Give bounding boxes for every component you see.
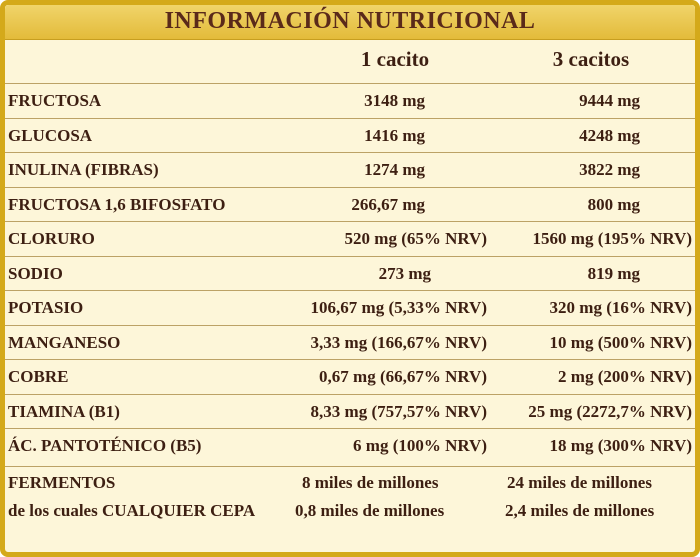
table-row: FRUCTOSA 3148 mg 9444 mg — [5, 83, 695, 118]
fermentos-label: FERMENTOS — [8, 473, 116, 492]
table-row: GLUCOSA 1416 mg 4248 mg — [5, 117, 695, 153]
fermentos-value-1-cacito: 8 miles de millones — [302, 473, 439, 492]
value-1-cacito: 6 mg (100% NRV) — [353, 436, 487, 455]
nutrient-label: GLUCOSA — [8, 125, 93, 145]
nutrient-label: MANGANESO — [8, 332, 121, 352]
value-1-cacito: 8,33 mg (757,57% NRV) — [310, 401, 487, 421]
value-3-cacitos: 3822 mg — [579, 160, 640, 179]
fermentos-value-3-cacitos: 24 miles de millones — [507, 473, 652, 492]
column-header-2: 3 cacitos — [552, 47, 630, 71]
table-row: SODIO 273 mg 819 mg — [5, 255, 695, 291]
fermentos-sub-value-1-cacito: 0,8 miles de millones — [295, 501, 445, 520]
value-3-cacitos: 9444 mg — [579, 91, 640, 110]
nutrient-label: FRUCTOSA 1,6 BIFOSFATO — [8, 194, 226, 214]
table-row: CLORURO 520 mg (65% NRV) 1560 mg (195% N… — [5, 221, 695, 256]
nutrient-label: ÁC. PANTOTÉNICO (B5) — [8, 436, 202, 455]
value-1-cacito: 0,67 mg (66,67% NRV) — [319, 367, 487, 386]
nutrient-label: INULINA (FIBRAS) — [8, 160, 159, 179]
nutrient-label: TIAMINA (B1) — [8, 401, 120, 421]
value-3-cacitos: 10 mg (500% NRV) — [549, 332, 692, 352]
nutrient-table: FRUCTOSA 3148 mg 9444 mg GLUCOSA 1416 mg… — [5, 83, 695, 463]
page-title: INFORMACIÓN NUTRICIONAL — [164, 8, 536, 34]
value-1-cacito: 273 mg — [378, 263, 431, 283]
value-3-cacitos: 800 mg — [587, 194, 640, 214]
value-1-cacito: 266,67 mg — [351, 194, 425, 214]
value-1-cacito: 3148 mg — [364, 91, 425, 110]
table-row: TIAMINA (B1) 8,33 mg (757,57% NRV) 25 mg… — [5, 393, 695, 429]
nutrient-label: FRUCTOSA — [8, 91, 102, 110]
table-row: INULINA (FIBRAS) 1274 mg 3822 mg — [5, 152, 695, 187]
table-row: MANGANESO 3,33 mg (166,67% NRV) 10 mg (5… — [5, 324, 695, 360]
nutrient-label: SODIO — [8, 263, 63, 283]
column-header-1: 1 cacito — [360, 47, 430, 71]
fermentos-sub-value-3-cacitos: 2,4 miles de millones — [505, 501, 655, 520]
value-1-cacito: 1416 mg — [364, 125, 425, 145]
nutrient-label: COBRE — [8, 367, 69, 386]
fermentos-row: FERMENTOS 8 miles de millones 24 miles d… — [5, 466, 695, 547]
title-band: INFORMACIÓN NUTRICIONAL — [5, 5, 695, 40]
value-3-cacitos: 18 mg (300% NRV) — [549, 436, 692, 455]
value-3-cacitos: 2 mg (200% NRV) — [558, 367, 692, 386]
table-row: FRUCTOSA 1,6 BIFOSFATO 266,67 mg 800 mg — [5, 186, 695, 222]
value-3-cacitos: 25 mg (2272,7% NRV) — [528, 401, 692, 421]
value-1-cacito: 106,67 mg (5,33% NRV) — [310, 298, 487, 317]
table-row: ÁC. PANTOTÉNICO (B5) 6 mg (100% NRV) 18 … — [5, 428, 695, 463]
value-3-cacitos: 320 mg (16% NRV) — [549, 298, 692, 317]
value-1-cacito: 3,33 mg (166,67% NRV) — [310, 332, 487, 352]
nutrient-label: CLORURO — [8, 229, 95, 248]
value-3-cacitos: 819 mg — [587, 263, 640, 283]
value-3-cacitos: 4248 mg — [579, 125, 640, 145]
table-row: COBRE 0,67 mg (66,67% NRV) 2 mg (200% NR… — [5, 359, 695, 394]
value-1-cacito: 1274 mg — [364, 160, 425, 179]
value-3-cacitos: 1560 mg (195% NRV) — [532, 229, 692, 248]
nutrient-label: POTASIO — [8, 298, 84, 317]
table-row: POTASIO 106,67 mg (5,33% NRV) 320 mg (16… — [5, 290, 695, 325]
value-1-cacito: 520 mg (65% NRV) — [344, 229, 487, 248]
fermentos-sublabel: de los cuales CUALQUIER CEPA — [8, 501, 256, 520]
